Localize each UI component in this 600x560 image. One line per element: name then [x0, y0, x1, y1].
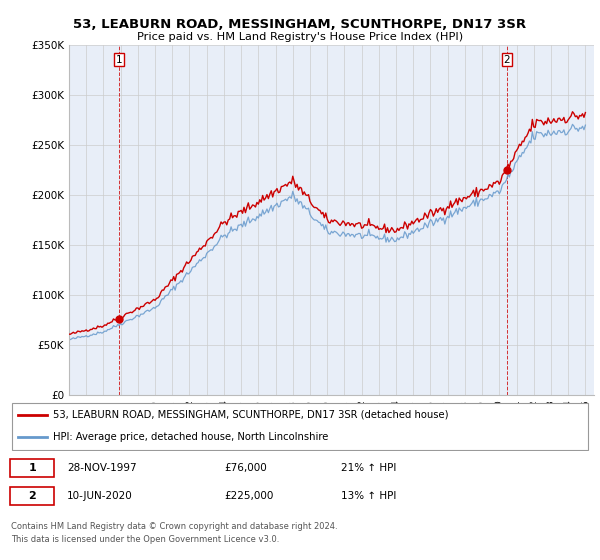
Text: 10-JUN-2020: 10-JUN-2020 [67, 492, 133, 501]
Text: 53, LEABURN ROAD, MESSINGHAM, SCUNTHORPE, DN17 3SR (detached house): 53, LEABURN ROAD, MESSINGHAM, SCUNTHORPE… [53, 410, 448, 420]
Text: 28-NOV-1997: 28-NOV-1997 [67, 463, 137, 473]
FancyBboxPatch shape [12, 403, 588, 450]
Text: This data is licensed under the Open Government Licence v3.0.: This data is licensed under the Open Gov… [11, 534, 279, 544]
Text: 2: 2 [503, 55, 510, 65]
Text: £76,000: £76,000 [224, 463, 267, 473]
Text: 1: 1 [116, 55, 122, 65]
FancyBboxPatch shape [10, 459, 54, 477]
Text: 53, LEABURN ROAD, MESSINGHAM, SCUNTHORPE, DN17 3SR: 53, LEABURN ROAD, MESSINGHAM, SCUNTHORPE… [73, 18, 527, 31]
Text: 13% ↑ HPI: 13% ↑ HPI [341, 492, 396, 501]
Text: Contains HM Land Registry data © Crown copyright and database right 2024.: Contains HM Land Registry data © Crown c… [11, 522, 337, 531]
Text: 2: 2 [28, 492, 36, 501]
Text: 1: 1 [28, 463, 36, 473]
Text: Price paid vs. HM Land Registry's House Price Index (HPI): Price paid vs. HM Land Registry's House … [137, 32, 463, 43]
Text: £225,000: £225,000 [224, 492, 274, 501]
Text: 21% ↑ HPI: 21% ↑ HPI [341, 463, 396, 473]
FancyBboxPatch shape [10, 487, 54, 506]
Text: HPI: Average price, detached house, North Lincolnshire: HPI: Average price, detached house, Nort… [53, 432, 328, 442]
